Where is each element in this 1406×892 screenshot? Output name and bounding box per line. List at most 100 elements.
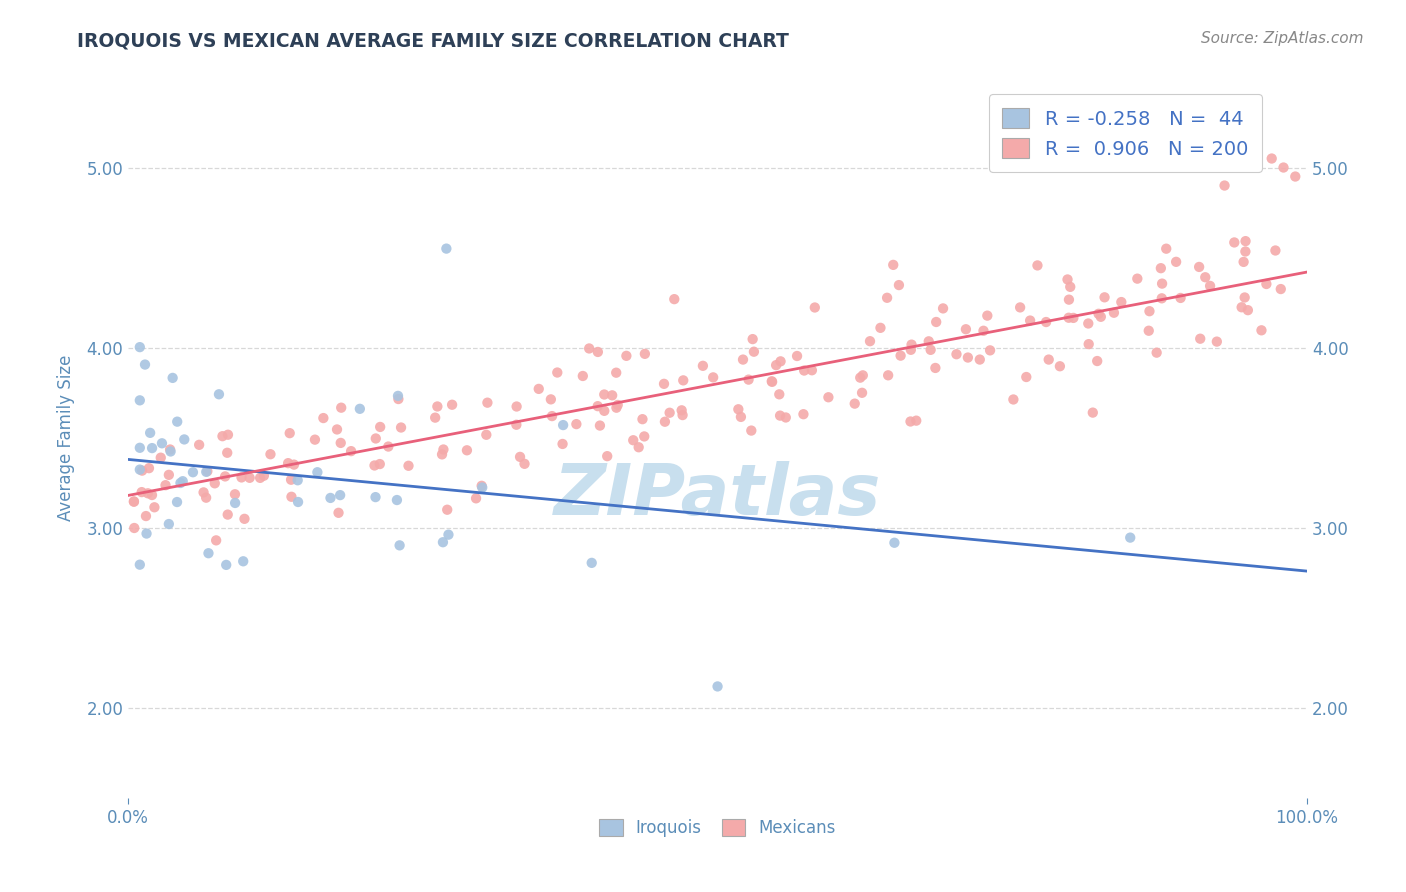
Point — [1056, 272, 1078, 286]
Point — [135, 509, 157, 524]
Point — [1188, 260, 1211, 274]
Point — [882, 258, 904, 272]
Point — [1166, 255, 1188, 269]
Point — [205, 533, 228, 548]
Point — [1194, 270, 1216, 285]
Point — [1119, 531, 1142, 545]
Point — [364, 432, 387, 446]
Point — [1085, 354, 1108, 368]
Point — [172, 474, 194, 488]
Point — [377, 440, 399, 454]
Point — [224, 496, 246, 510]
Point — [565, 417, 588, 431]
Point — [195, 465, 218, 479]
Point — [1237, 303, 1260, 318]
Point — [122, 494, 145, 508]
Point — [387, 389, 409, 403]
Point — [1081, 406, 1104, 420]
Point — [737, 373, 759, 387]
Point — [702, 370, 724, 384]
Point — [1150, 261, 1173, 276]
Point — [195, 464, 218, 478]
Point — [1026, 259, 1049, 273]
Point — [204, 476, 226, 491]
Point — [128, 393, 150, 408]
Point — [389, 420, 412, 434]
Point — [340, 444, 363, 458]
Point — [804, 301, 827, 315]
Point — [741, 332, 763, 346]
Point — [605, 366, 627, 380]
Point — [979, 343, 1001, 358]
Point — [211, 429, 233, 443]
Point — [792, 407, 814, 421]
Point — [217, 427, 239, 442]
Point — [627, 440, 650, 454]
Point — [572, 369, 595, 384]
Point — [578, 342, 600, 356]
Point — [551, 437, 574, 451]
Point — [278, 426, 301, 441]
Point — [918, 334, 941, 349]
Point — [1002, 392, 1025, 407]
Point — [1090, 310, 1112, 324]
Point — [138, 461, 160, 475]
Point — [1077, 317, 1099, 331]
Point — [793, 363, 815, 377]
Point — [217, 446, 239, 460]
Point — [925, 315, 948, 329]
Point — [769, 409, 792, 423]
Point — [434, 242, 457, 256]
Point — [527, 382, 550, 396]
Point — [287, 495, 309, 509]
Point — [541, 409, 564, 423]
Point — [859, 334, 882, 349]
Point — [596, 449, 619, 463]
Point — [425, 410, 447, 425]
Point — [849, 370, 872, 384]
Point — [509, 450, 531, 464]
Point — [1270, 282, 1292, 296]
Point — [633, 429, 655, 443]
Point — [426, 400, 449, 414]
Point — [1230, 300, 1253, 314]
Point — [817, 390, 839, 404]
Point — [287, 473, 309, 487]
Point — [1250, 323, 1272, 337]
Point — [150, 436, 173, 450]
Point — [1233, 290, 1256, 304]
Point — [546, 366, 568, 380]
Point — [349, 401, 371, 416]
Point — [900, 337, 922, 351]
Point — [149, 450, 172, 465]
Point — [1057, 293, 1080, 307]
Point — [586, 399, 609, 413]
Point — [259, 447, 281, 461]
Point — [253, 468, 276, 483]
Point — [761, 374, 783, 388]
Point — [1199, 279, 1222, 293]
Point — [181, 465, 204, 479]
Point — [166, 495, 188, 509]
Point — [505, 400, 527, 414]
Point — [157, 516, 180, 531]
Point — [456, 443, 478, 458]
Point — [330, 401, 353, 415]
Point — [328, 506, 350, 520]
Point — [128, 441, 150, 455]
Point — [388, 538, 411, 552]
Point — [765, 358, 787, 372]
Point — [1264, 244, 1286, 258]
Point — [621, 434, 644, 448]
Text: Source: ZipAtlas.com: Source: ZipAtlas.com — [1201, 31, 1364, 46]
Point — [1038, 352, 1060, 367]
Point — [224, 487, 246, 501]
Point — [430, 447, 453, 461]
Point — [851, 385, 873, 400]
Point — [976, 309, 998, 323]
Legend: Iroquois, Mexicans: Iroquois, Mexicans — [592, 813, 842, 844]
Point — [1233, 255, 1256, 269]
Point — [319, 491, 342, 505]
Point — [304, 433, 326, 447]
Point — [631, 412, 654, 426]
